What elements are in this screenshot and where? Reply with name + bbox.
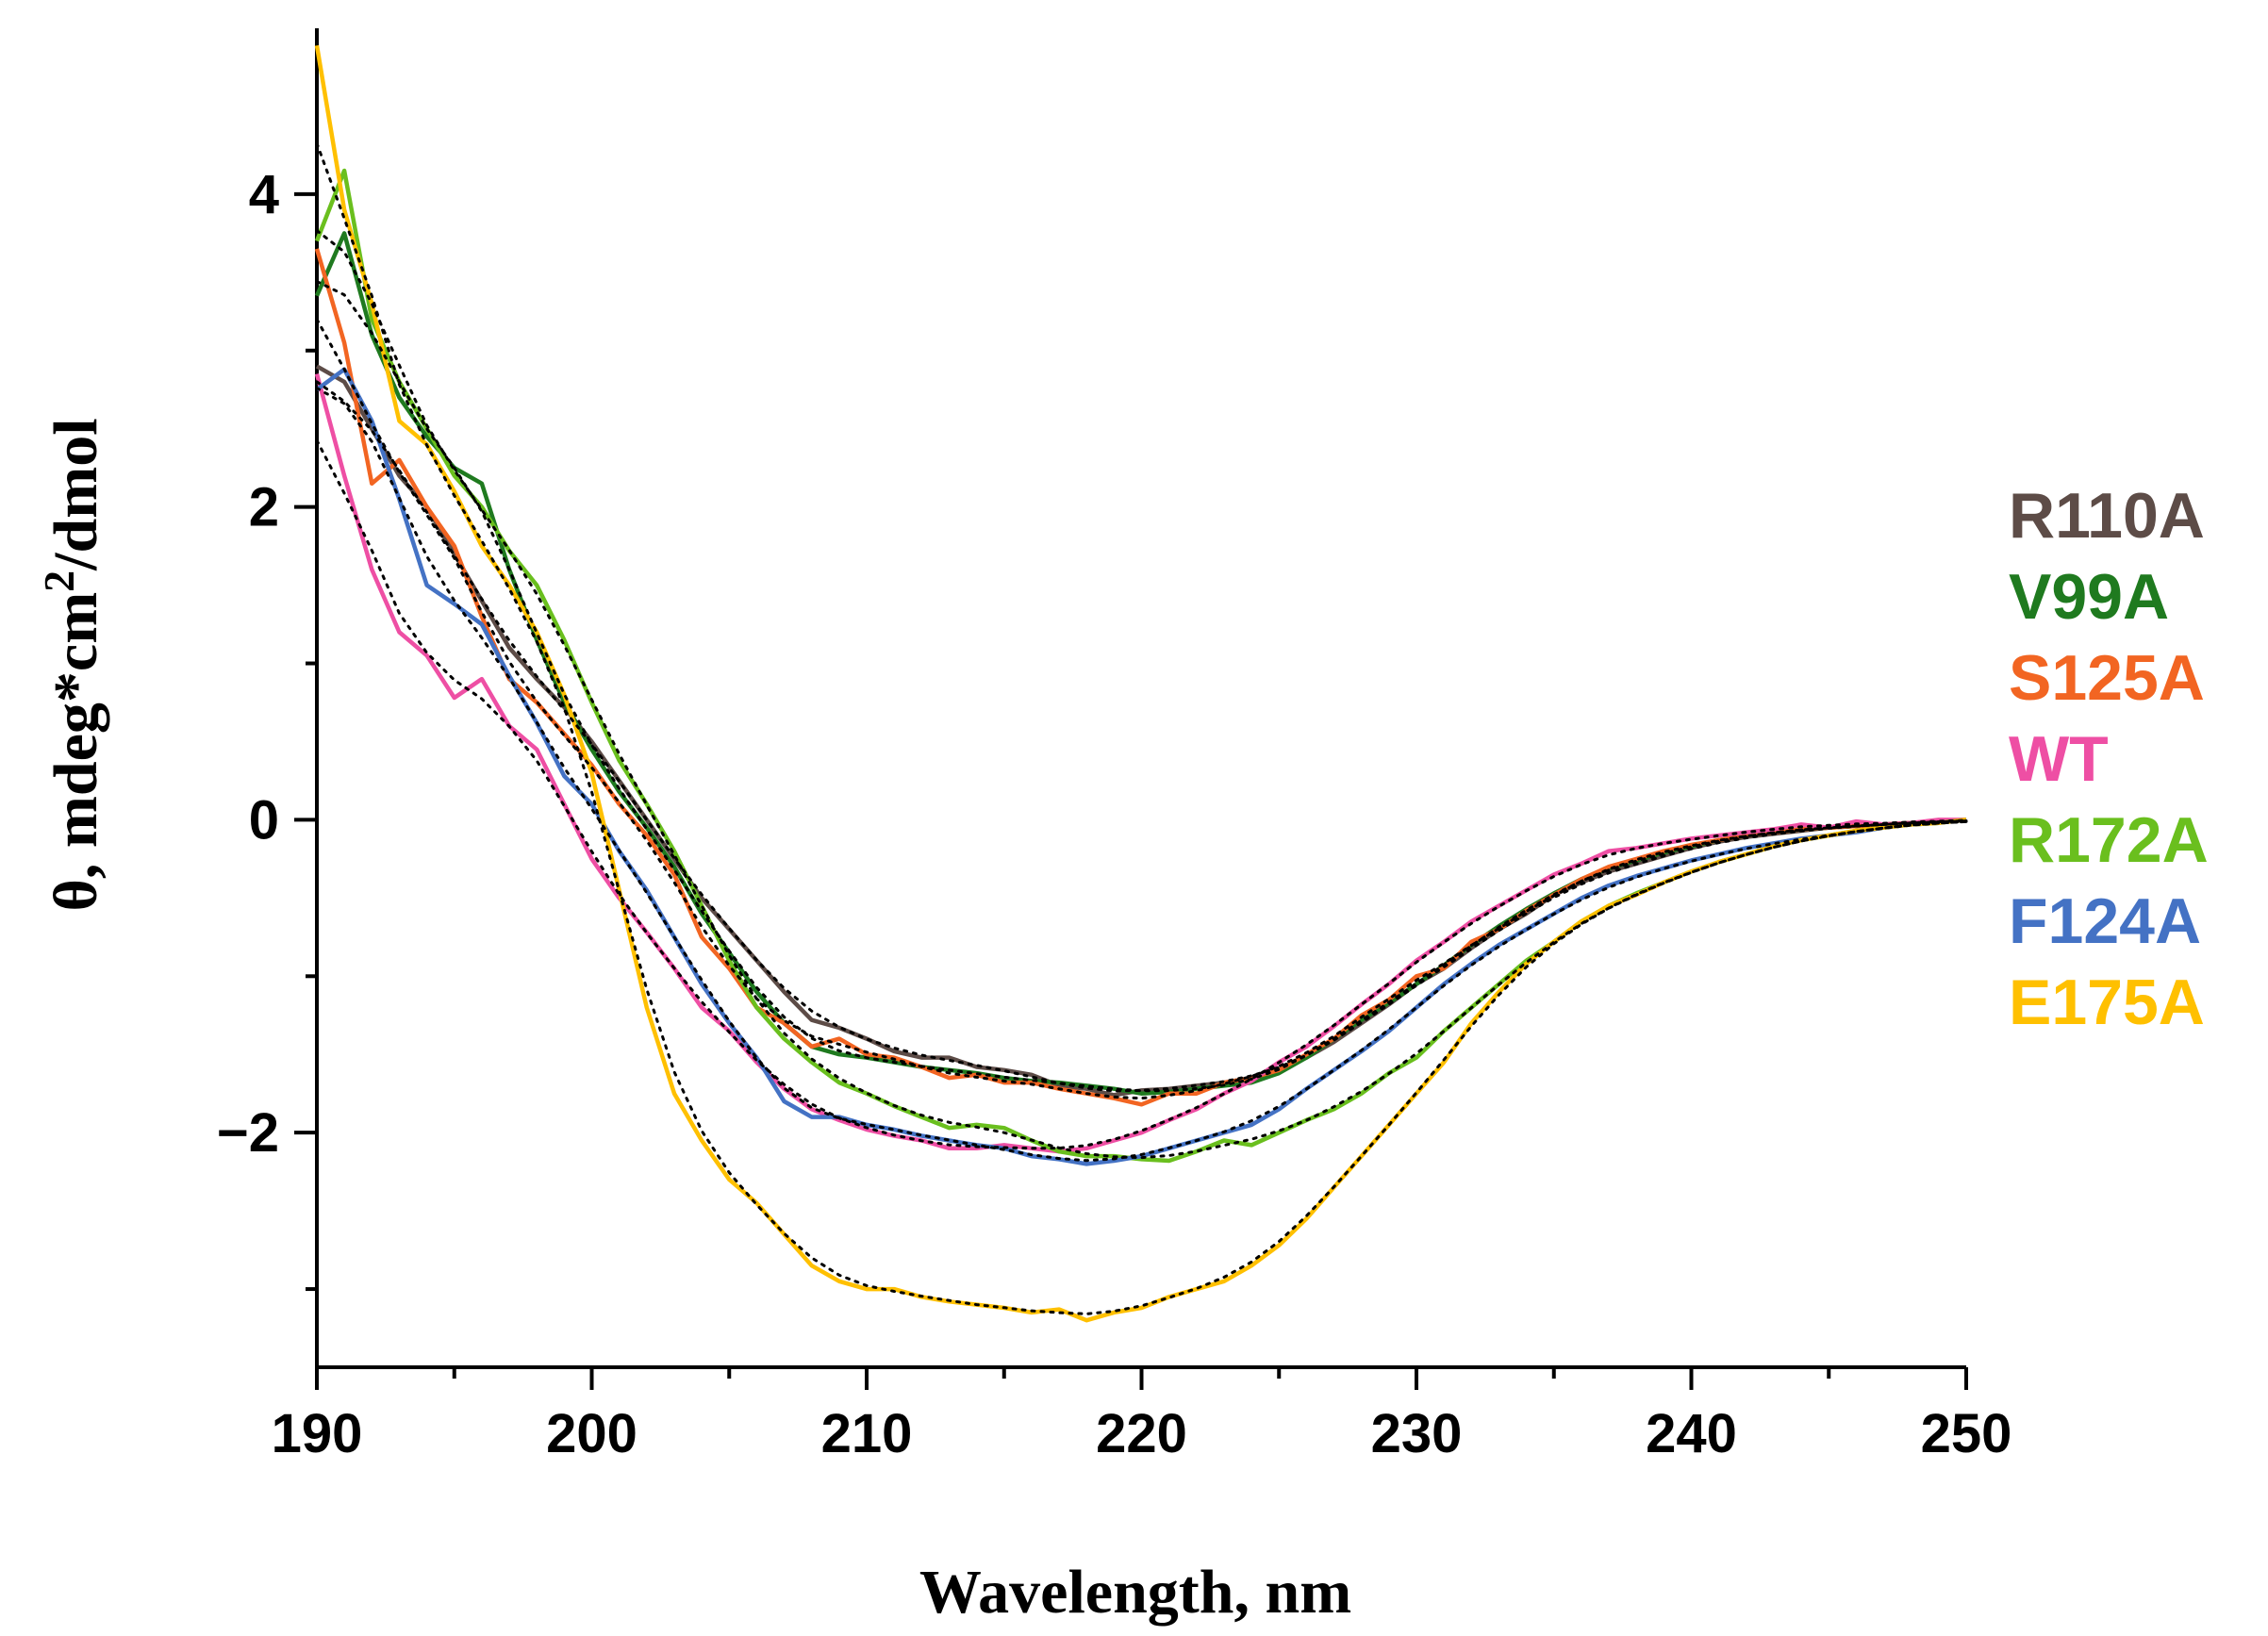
legend-item-wt: WT [2009,723,2109,795]
legend-item-e175a: E175A [2009,967,2205,1038]
series-line-f124a [315,367,1967,1166]
legend-item-r172a: R172A [2009,804,2209,876]
x-tick-label-250: 250 [1921,1403,2012,1464]
fit-line-r110a [315,380,1968,1093]
legend-item-f124a: F124A [2009,885,2201,957]
y-tick-label-2: 0 [249,789,279,851]
fit-lines [315,141,1968,1315]
x-tick-label-210: 210 [821,1403,913,1464]
x-tick-label-190: 190 [272,1403,363,1464]
x-axis-title: Wavelength, nm [919,1558,1351,1627]
fit-line-r172a [315,229,1968,1160]
legend-item-v99a: V99A [2009,561,2169,633]
y-tick-label-3: −2 [217,1102,279,1164]
y-axis-title-superscript: 2 [35,570,83,592]
legend: R110A V99A S125A WT R172A F124A E175A [2009,480,2209,1038]
fit-line-wt [315,438,1968,1150]
series-line-wt [314,373,1966,1154]
legend-item-r110a: R110A [2009,480,2205,552]
y-tick-label-1: 2 [249,477,279,538]
y-axis-title-unit: /dmol [41,418,110,570]
x-tick-label-240: 240 [1646,1403,1737,1464]
legend-item-s125a: S125A [2009,642,2205,714]
y-axis-title: θ, mdeg*cm2/dmol [35,418,110,911]
x-tick-label-230: 230 [1371,1403,1463,1464]
x-tick-label-200: 200 [546,1403,637,1464]
series-line-s125a [314,248,1967,1107]
fit-line-f124a [315,387,1968,1163]
axes: 190 200 210 220 230 240 250 4 2 0 −2 [217,28,2012,1464]
fit-line-e175a [315,141,1968,1315]
fit-line-v99a [315,280,1968,1093]
x-tick-label-220: 220 [1096,1403,1187,1464]
series-line-e175a [314,44,1967,1323]
fit-line-s125a [315,318,1968,1100]
y-axis-title-main: θ, mdeg*cm [41,592,110,912]
y-tick-label-0: 4 [249,164,279,225]
